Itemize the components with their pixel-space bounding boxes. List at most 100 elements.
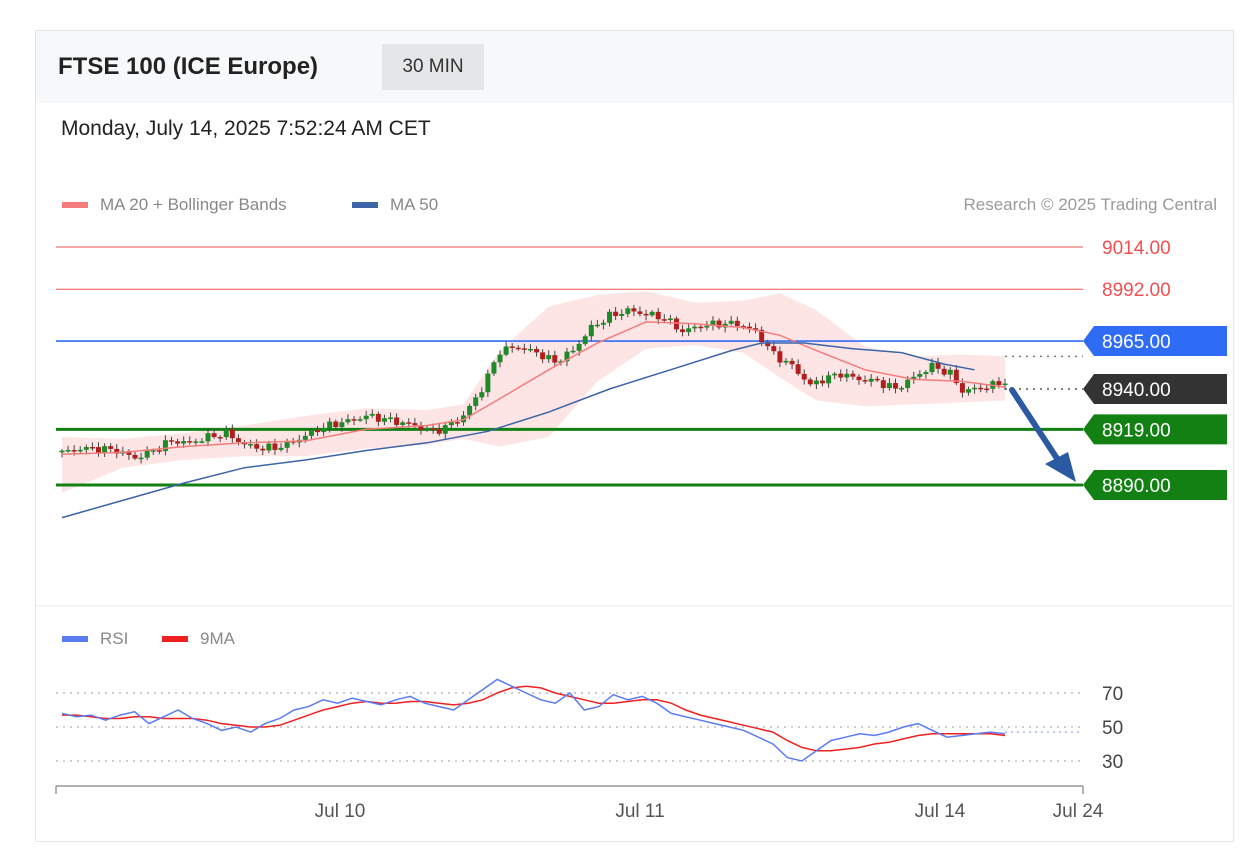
candle-body <box>521 348 527 350</box>
candle-body <box>892 383 898 389</box>
candle-body <box>801 373 807 380</box>
support-label-tag <box>1083 414 1227 445</box>
rsi-swatch <box>62 636 88 642</box>
candle-body <box>649 311 655 316</box>
resistance-label: 8992.00 <box>1102 280 1171 301</box>
candle-body <box>972 387 978 390</box>
rsi-line <box>61 678 1006 762</box>
candle-body <box>162 440 168 452</box>
candle-body <box>978 387 984 390</box>
candle-body <box>454 422 460 424</box>
candle-body <box>388 417 394 419</box>
candle-body <box>838 373 844 378</box>
candle-body <box>941 368 947 375</box>
x-tick-label: Jul 11 <box>615 801 664 822</box>
candle-body <box>728 320 734 324</box>
candle-body <box>746 326 752 329</box>
candle-body <box>710 320 716 326</box>
support-label: 8919.00 <box>1102 420 1171 441</box>
candle-body <box>527 348 533 351</box>
candle-body <box>400 422 406 425</box>
candle-body <box>436 428 442 434</box>
candle-body <box>351 419 357 421</box>
support-label: 8890.00 <box>1102 476 1171 497</box>
candle-body <box>217 437 223 439</box>
candle-body <box>272 443 278 450</box>
legend-rsi: RSI <box>62 629 128 649</box>
candle-body <box>223 429 229 438</box>
rsi-ma-legend-label: 9MA <box>200 629 235 648</box>
candle-body <box>102 446 108 453</box>
candle-body <box>302 435 308 440</box>
candle-body <box>181 441 187 444</box>
candle-body <box>266 443 272 451</box>
candle-body <box>363 415 369 420</box>
candle-body <box>169 440 175 442</box>
candle-body <box>953 369 959 384</box>
candle-body <box>753 328 759 330</box>
candle-body <box>734 320 740 326</box>
candle-body <box>278 447 284 450</box>
candle-body <box>868 378 874 382</box>
candle-body <box>947 369 953 375</box>
candle-body <box>448 422 454 426</box>
candle-body <box>789 360 795 365</box>
ma50-swatch <box>352 202 378 208</box>
candle-body <box>777 351 783 363</box>
candle-body <box>698 326 704 329</box>
candle-body <box>321 428 327 433</box>
candle-body <box>686 328 692 333</box>
candle-body <box>984 388 990 391</box>
candle-body <box>655 311 661 320</box>
candle-body <box>856 376 862 381</box>
candle-body <box>175 441 181 444</box>
candle-body <box>497 354 503 363</box>
candle-body <box>156 450 162 452</box>
candle-body <box>819 380 825 384</box>
candle-body <box>229 429 235 439</box>
x-tick-label: Jul 24 <box>1053 801 1104 822</box>
x-tick-label: Jul 10 <box>315 801 366 822</box>
ma50-line <box>61 342 975 519</box>
rsi-legend-label: RSI <box>100 629 129 648</box>
candle-body <box>108 446 114 449</box>
candle-body <box>813 380 819 385</box>
candle-body <box>570 350 576 353</box>
candle-body <box>144 450 150 458</box>
candle-body <box>558 361 564 363</box>
forecast-arrowhead <box>1045 452 1076 482</box>
candle-body <box>315 429 321 433</box>
candle-body <box>880 380 886 389</box>
candle-body <box>795 364 801 374</box>
candle-body <box>369 413 375 416</box>
candle-body <box>844 373 850 378</box>
candle-body <box>643 313 649 316</box>
candle-body <box>540 352 546 360</box>
candle-body <box>205 433 211 442</box>
candle-body <box>631 308 637 312</box>
candle-body <box>515 347 521 350</box>
candle-body <box>479 392 485 398</box>
candle-body <box>71 450 77 452</box>
candle-body <box>765 342 771 347</box>
forecast-arrow-shaft <box>1009 387 1061 463</box>
ma20-legend-label: MA 20 + Bollinger Bands <box>100 195 287 214</box>
candle-body <box>59 450 65 453</box>
candle-body <box>199 441 205 443</box>
candle-body <box>193 441 199 443</box>
instrument-title: FTSE 100 (ICE Europe) <box>58 53 319 80</box>
candle-body <box>138 457 144 460</box>
candle-body <box>850 373 856 377</box>
rsi-tick-label: 30 <box>1102 752 1123 773</box>
candle-body <box>83 446 89 450</box>
rsi-ma-swatch <box>162 636 188 642</box>
candle-body <box>588 324 594 337</box>
candle-body <box>594 324 600 327</box>
candle-body <box>935 362 941 369</box>
interval-button[interactable]: 30 MIN <box>382 44 484 90</box>
candle-body <box>625 308 631 314</box>
candle-body <box>600 322 606 325</box>
candle-body <box>424 428 430 430</box>
candle-body <box>905 379 911 389</box>
candle-body <box>406 422 412 424</box>
